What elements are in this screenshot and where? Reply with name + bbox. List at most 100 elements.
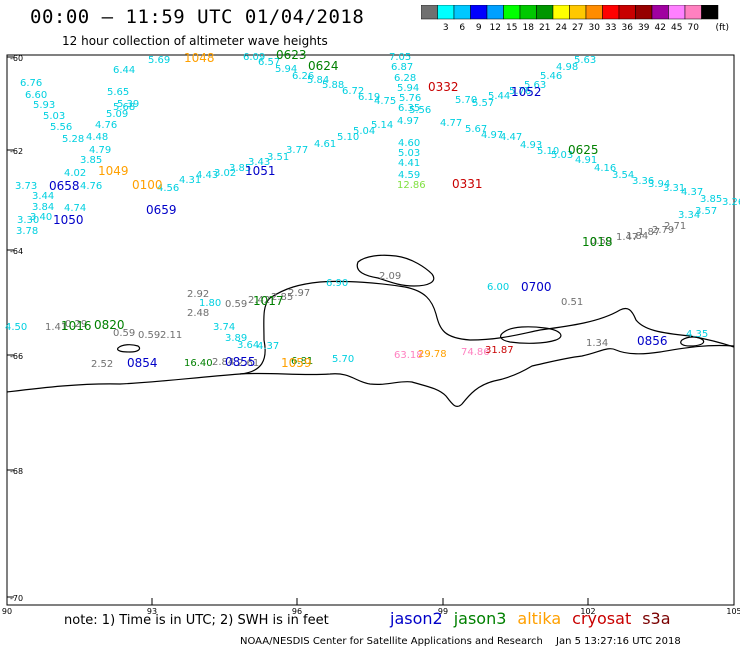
wave-height-value: 3.51	[267, 152, 289, 163]
wave-height-value: 1.87	[638, 227, 660, 238]
pass-time-label: 1048	[184, 51, 215, 65]
wave-height-value: 6.19	[358, 92, 380, 103]
wave-height-value: 3.77	[286, 145, 308, 156]
legend-s3a: s3a	[642, 609, 671, 628]
wave-height-value: 6.35	[398, 103, 420, 114]
wave-height-value: 1.34	[586, 338, 608, 349]
wave-height-value: 4.59	[398, 170, 420, 181]
pass-time-label: 1016	[61, 319, 92, 333]
wave-height-value: 4.98	[556, 62, 578, 73]
colorbar-unit: (ft)	[715, 23, 729, 33]
x-tick-label: 99	[438, 607, 448, 616]
legend-altika: altika	[517, 609, 562, 628]
pass-time-label: 0332	[428, 80, 459, 94]
pass-time-label: 0100	[132, 178, 163, 192]
wave-height-value: 3.84	[32, 202, 54, 213]
y-tick-label: -62	[10, 147, 23, 156]
wave-height-value: 2.85	[271, 292, 293, 303]
wave-height-value: 3.43	[248, 157, 270, 168]
colorbar-label: 30	[589, 23, 601, 33]
colorbar-label: 12	[490, 23, 501, 33]
x-tick-label: 90	[2, 607, 12, 616]
wave-height-value: 5.44	[488, 91, 510, 102]
footer-note: note: 1) Time is in UTC; 2) SWH is in fe…	[64, 613, 329, 628]
wave-height-value: 1.80	[199, 298, 221, 309]
wave-height-value: 1.41	[45, 322, 67, 333]
x-tick-label: 96	[292, 607, 302, 616]
coastline-inner	[239, 344, 735, 408]
island-small-west	[117, 344, 141, 353]
wave-height-value: 0.29	[65, 319, 87, 330]
axis-ticks: 90 93 96 99 102 105 -60 -62 -64 -66 -68 -70	[2, 54, 740, 616]
wave-height-value: 0.59	[113, 328, 135, 339]
wave-height-value: 12.86	[397, 180, 426, 191]
wave-height-value: 0.59	[590, 236, 612, 247]
wave-height-value: 5.94	[397, 83, 419, 94]
wave-height-value: 3.64	[237, 340, 259, 351]
wave-height-value: 6.76	[20, 78, 42, 89]
wave-height-value: 4.16	[594, 163, 616, 174]
wave-height-value: 3.73	[15, 181, 37, 192]
wave-height-value: 31.87	[485, 345, 514, 356]
wave-height-value: 5.88	[322, 80, 344, 91]
wave-height-value: 4.77	[440, 118, 462, 129]
colorbar-label: 36	[622, 23, 634, 33]
wave-height-value: 3.44	[32, 191, 54, 202]
x-tick-label: 105	[726, 607, 740, 616]
pass-time-label: 1049	[98, 164, 129, 178]
wave-height-value: 2.61	[237, 358, 259, 369]
wave-height-value: 3.94	[648, 179, 670, 190]
wave-height-value: 2.11	[160, 330, 182, 341]
island-north	[356, 254, 435, 287]
wave-height-value: 5.46	[540, 71, 562, 82]
colorbar-label: 39	[638, 23, 650, 33]
wave-height-value: 4.91	[575, 155, 597, 166]
y-tick-label: -68	[10, 467, 23, 476]
wave-height-value: 4.43	[196, 170, 218, 181]
wave-height-value: 5.14	[371, 120, 393, 131]
colorbar-label: 70	[688, 23, 700, 33]
wave-height-value: 2.09	[379, 271, 401, 282]
wave-height-value: 4.31	[179, 175, 201, 186]
wave-height-value: 3.78	[16, 226, 38, 237]
wave-height-value: 4.76	[95, 120, 117, 131]
colorbar-label: 42	[655, 23, 666, 33]
legend-jason3: jason3	[453, 609, 507, 628]
wave-height-value: 4.61	[314, 139, 336, 150]
wave-height-value: 3.85	[80, 155, 102, 166]
wave-height-value: 3.89	[225, 333, 247, 344]
colorbar-label: 9	[476, 23, 482, 33]
wave-height-value: 5.09	[106, 109, 128, 120]
y-tick-label: -60	[10, 54, 23, 63]
pass-time-label: 0658	[49, 179, 80, 193]
wave-height-value: 4.60	[398, 138, 420, 149]
wave-height-value: 16.40	[184, 358, 213, 369]
wave-height-value: 6.28	[394, 73, 416, 84]
wave-height-value: 4.41	[398, 158, 420, 169]
wave-height-value: 2.52	[91, 359, 113, 370]
wave-height-value: 5.93	[33, 100, 55, 111]
colorbar-label: 24	[556, 23, 568, 33]
wave-height-value: 5.94	[275, 64, 297, 75]
wave-height-value: 4.74	[64, 203, 86, 214]
wave-height-value: 3.02	[214, 168, 236, 179]
wave-height-value: 4.93	[520, 140, 542, 151]
wave-height-value: 2.92	[187, 289, 209, 300]
credit-line: NOAA/NESDIS Center for Satellite Applica…	[240, 636, 543, 647]
island-east	[500, 326, 562, 344]
wave-height-value: 4.75	[374, 96, 396, 107]
credit-timestamp: Jan 5 13:27:16 UTC 2018	[556, 636, 681, 647]
y-tick-label: -70	[10, 594, 23, 603]
wave-height-value: 6.26	[292, 71, 314, 82]
colorbar-label: 6	[459, 23, 465, 33]
wave-height-value: 5.56	[409, 105, 431, 116]
colorbar-swatch	[701, 5, 719, 20]
colorbar-label: 33	[605, 23, 616, 33]
wave-height-value: 3.40	[30, 212, 52, 223]
wave-height-value: 4.02	[64, 168, 86, 179]
map-frame	[6, 54, 735, 606]
legend-cryosat: cryosat	[572, 609, 632, 628]
wave-height-value: 6.87	[391, 62, 413, 73]
wave-height-value: 5.28	[62, 134, 84, 145]
